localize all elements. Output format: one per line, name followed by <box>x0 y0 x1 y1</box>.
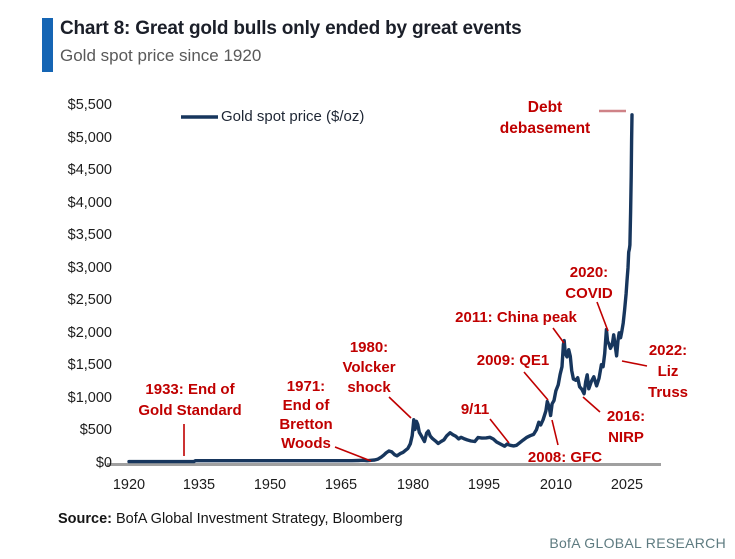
pointer-china-peak <box>552 327 565 344</box>
y-axis-tick-label: $500 <box>79 422 112 438</box>
pointer-volcker <box>388 396 412 419</box>
x-axis-tick-label: 1965 <box>324 477 358 493</box>
annotation-debt-debasement: Debt debasement <box>499 99 591 137</box>
x-axis-tick-label: 1935 <box>182 477 216 493</box>
x-axis-tick-label: 2010 <box>539 477 573 493</box>
source-line: Source: BofA Global Investment Strategy, … <box>58 511 403 527</box>
annotation-liz-truss: 2022: Liz Truss <box>647 342 689 401</box>
pointer-gfc <box>551 419 559 446</box>
source-label: Source: <box>58 511 112 527</box>
chart-title: Chart 8: Great gold bulls only ended by … <box>60 18 522 39</box>
x-axis-tick-label: 1980 <box>396 477 430 493</box>
y-axis-tick-label: $1,000 <box>67 390 112 406</box>
annotation-nirp: 2016: NIRP <box>606 408 646 446</box>
chart-subtitle: Gold spot price since 1920 <box>60 46 262 65</box>
y-axis-tick-label: $5,000 <box>67 130 112 146</box>
y-axis-tick-label: $5,500 <box>67 97 112 113</box>
pointer-bretton-woods <box>334 446 372 462</box>
y-axis-tick-label: $1,500 <box>67 357 112 373</box>
y-axis-tick-label: $4,500 <box>67 162 112 178</box>
gold-price-line <box>127 113 634 464</box>
y-axis-tick-label: $4,000 <box>67 195 112 211</box>
x-axis-tick-label: 1920 <box>112 477 146 493</box>
y-axis-tick-label: $3,000 <box>67 260 112 276</box>
pointer-covid <box>596 301 609 332</box>
annotation-covid: 2020: COVID <box>565 264 613 302</box>
title-accent-bar <box>42 18 53 72</box>
pointer-qe1 <box>523 371 549 401</box>
y-axis-tick-label: $2,000 <box>67 325 112 341</box>
annotation-china-peak: 2011: China peak <box>455 309 577 326</box>
annotation-volcker-shock: 1980: Volcker shock <box>342 339 396 396</box>
pointer-nine-eleven <box>489 418 510 444</box>
x-axis-tick-label: 1995 <box>467 477 501 493</box>
annotation-gold-standard: 1933: End of Gold Standard <box>138 381 242 419</box>
annotation-nine-eleven: 9/11 <box>460 401 490 418</box>
annotation-qe1: 2009: QE1 <box>476 352 550 369</box>
pointer-nirp <box>582 396 601 413</box>
x-axis-tick-label: 1950 <box>253 477 287 493</box>
bofa-global-research-brand: BofA GLOBAL RESEARCH <box>549 535 726 551</box>
annotation-bretton-woods: 1971: End of Bretton Woods <box>279 378 333 452</box>
legend-label: Gold spot price ($/oz) <box>221 108 365 125</box>
source-text: BofA Global Investment Strategy, Bloombe… <box>116 511 403 527</box>
x-axis-tick-label: 2025 <box>610 477 644 493</box>
pointer-liz-truss <box>621 360 648 367</box>
y-axis-tick-label: $3,500 <box>67 227 112 243</box>
annotation-gfc: 2008: GFC <box>527 449 603 466</box>
y-axis-tick-label: $0 <box>95 455 112 471</box>
y-axis-tick-label: $2,500 <box>67 292 112 308</box>
